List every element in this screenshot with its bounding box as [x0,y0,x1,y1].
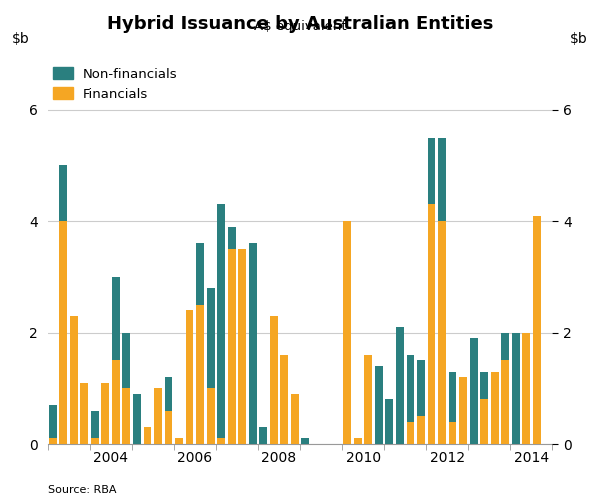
Bar [49,405,57,438]
Bar [259,428,267,444]
Bar [227,226,236,249]
Bar [375,366,383,444]
Bar [80,383,88,444]
Text: A$ equivalent: A$ equivalent [254,20,346,32]
Bar [227,249,236,444]
Bar [70,316,78,444]
Bar [59,221,67,444]
Legend: Non-financials, Financials: Non-financials, Financials [47,62,183,106]
Bar [217,438,225,444]
Bar [238,249,246,444]
Bar [101,383,109,444]
Bar [112,277,120,360]
Bar [407,355,415,422]
Bar [522,332,530,444]
Bar [196,305,204,444]
Bar [364,355,373,444]
Bar [385,400,394,444]
Bar [480,372,488,400]
Bar [301,438,309,444]
Bar [449,422,457,444]
Text: $b: $b [12,32,30,46]
Bar [459,377,467,444]
Bar [91,410,99,438]
Bar [512,332,520,444]
Bar [343,221,351,444]
Title: Hybrid Issuance by Australian Entities: Hybrid Issuance by Australian Entities [107,15,493,33]
Bar [217,204,225,438]
Bar [407,422,415,444]
Bar [428,138,436,204]
Text: $b: $b [570,32,588,46]
Bar [533,216,541,444]
Bar [206,288,215,388]
Text: Source: RBA: Source: RBA [48,485,116,495]
Bar [154,388,162,444]
Bar [249,244,257,444]
Bar [143,428,151,444]
Bar [270,316,278,444]
Bar [417,416,425,444]
Bar [501,360,509,444]
Bar [133,394,141,444]
Bar [438,221,446,444]
Bar [196,244,204,305]
Bar [417,360,425,416]
Bar [49,438,57,444]
Bar [91,438,99,444]
Bar [164,377,172,410]
Bar [206,388,215,444]
Bar [164,410,172,444]
Bar [175,438,183,444]
Bar [501,332,509,360]
Bar [122,388,130,444]
Bar [291,394,299,444]
Bar [470,338,478,444]
Bar [396,327,404,444]
Bar [122,332,130,388]
Bar [280,355,288,444]
Bar [112,360,120,444]
Bar [449,372,457,422]
Bar [438,138,446,221]
Bar [185,310,193,444]
Bar [491,372,499,444]
Bar [354,438,362,444]
Bar [428,204,436,444]
Bar [480,400,488,444]
Bar [59,166,67,221]
